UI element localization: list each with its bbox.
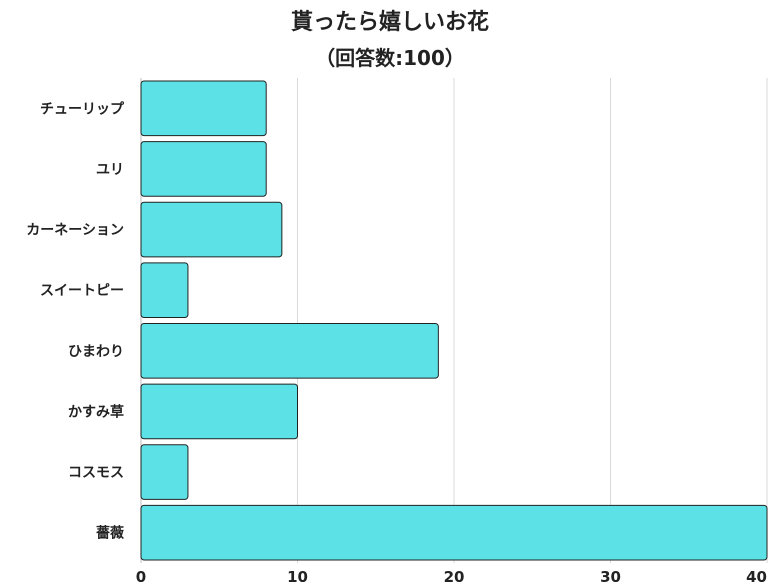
category-label: ユリ	[96, 162, 124, 178]
x-tick-label: 30	[600, 568, 621, 585]
category-label: スイートピー	[40, 283, 124, 299]
bar-7	[140, 504, 768, 561]
bar-3	[140, 262, 189, 318]
x-tick-label: 20	[444, 568, 465, 585]
category-label: カーネーション	[26, 223, 124, 239]
category-label: ひまわり	[68, 344, 124, 360]
chart-title: 貰ったら嬉しいお花	[291, 9, 489, 35]
x-tick-label: 0	[136, 568, 146, 585]
bar-5	[140, 383, 298, 440]
category-label: チューリップ	[40, 101, 125, 117]
bar-4	[140, 323, 439, 379]
x-axis-ticks: 0 10 20 30 40	[136, 568, 767, 585]
category-label: コスモス	[68, 465, 124, 481]
category-label: かすみ草	[68, 403, 124, 420]
bar-2	[140, 201, 283, 258]
bar-1	[140, 141, 267, 197]
bar-6	[140, 444, 189, 500]
chart-subtitle: （回答数:100）	[315, 46, 465, 70]
x-tick-label: 40	[746, 568, 767, 585]
category-label: 薔薇	[96, 525, 124, 542]
bar-0	[140, 80, 267, 137]
x-tick-label: 10	[287, 568, 308, 585]
bars	[140, 80, 768, 561]
